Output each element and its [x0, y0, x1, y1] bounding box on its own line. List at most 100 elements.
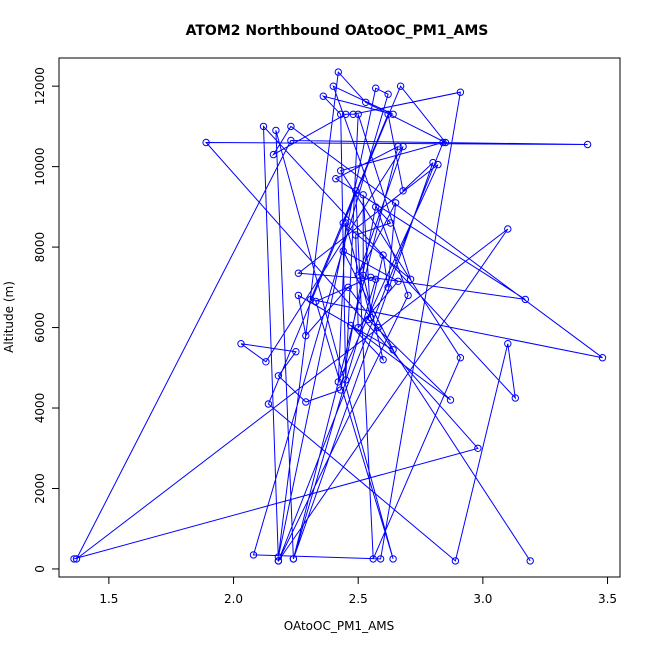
data-point	[274, 553, 283, 561]
y-tick-label: 6000	[33, 312, 47, 343]
data-point	[389, 555, 397, 563]
y-tick-label: 4000	[33, 393, 47, 424]
data-point	[394, 142, 402, 151]
data-point	[332, 175, 340, 183]
data-point	[302, 398, 310, 406]
data-point	[354, 271, 362, 279]
data-point	[337, 386, 345, 394]
data-point	[237, 340, 245, 348]
data-point	[287, 122, 295, 131]
x-axis: 1.5 2.0 2.5 3.0 3.5	[99, 576, 617, 606]
data-point	[262, 358, 270, 366]
data-point	[302, 331, 310, 340]
data-point	[521, 295, 529, 304]
data-point	[372, 84, 380, 92]
data-point	[292, 348, 300, 356]
data-point	[389, 110, 397, 119]
data-point	[359, 271, 367, 279]
chart-title: ATOM2 Northbound OAtoOC_PM1_AMS	[186, 23, 489, 39]
data-point	[349, 110, 357, 119]
y-axis: 0 2000 4000 6000 8000 10000 12000	[33, 67, 60, 573]
data-point	[372, 203, 380, 211]
data-point	[344, 283, 352, 291]
x-tick-label: 2.5	[349, 592, 368, 606]
data-point	[384, 110, 392, 119]
data-point	[274, 372, 283, 380]
data-point	[339, 247, 347, 255]
data-point	[264, 400, 273, 408]
data-point	[312, 297, 320, 306]
data-point	[374, 323, 382, 332]
data-point	[362, 98, 370, 107]
y-axis-label: Altitude (m)	[2, 281, 16, 353]
data-point	[369, 555, 377, 563]
data-point	[399, 142, 407, 151]
data-point	[404, 291, 412, 300]
y-tick-label: 12000	[33, 67, 47, 105]
data-point	[376, 555, 385, 563]
data-point	[386, 219, 395, 227]
data-point	[511, 394, 519, 402]
data-point	[329, 82, 337, 90]
data-point	[456, 354, 465, 362]
data-point	[429, 158, 437, 167]
data-point	[352, 231, 360, 239]
data-point	[396, 82, 405, 90]
data-point	[272, 126, 280, 135]
data-point	[504, 340, 512, 348]
y-tick-label: 8000	[33, 232, 47, 263]
data-point	[72, 555, 81, 563]
data-point	[406, 275, 415, 283]
x-tick-label: 3.0	[473, 592, 492, 606]
data-point	[307, 295, 315, 304]
data-point	[598, 354, 607, 362]
data-point	[354, 323, 362, 332]
data-point	[249, 551, 258, 559]
data-point	[379, 251, 387, 259]
data-point	[399, 187, 407, 195]
data-point	[342, 110, 350, 119]
data-point	[526, 557, 534, 565]
data-point	[269, 150, 278, 159]
data-point	[583, 140, 592, 149]
data-point	[384, 90, 392, 98]
y-tick-label: 10000	[33, 148, 47, 186]
data-point	[391, 199, 400, 207]
data-point	[367, 313, 375, 322]
x-tick-label: 3.5	[598, 592, 617, 606]
data-point	[334, 68, 342, 76]
data-point	[434, 160, 442, 169]
data-point	[384, 283, 392, 291]
data-point	[359, 191, 367, 199]
data-point	[379, 356, 387, 364]
data-point	[287, 136, 295, 145]
data-point	[70, 555, 78, 563]
data-point	[439, 138, 447, 147]
data-point	[364, 315, 372, 324]
x-tick-label: 1.5	[99, 592, 118, 606]
x-axis-label: OAtoOC_PM1_AMS	[284, 619, 395, 633]
data-point	[259, 122, 268, 131]
data-point	[451, 557, 460, 565]
data-point	[337, 167, 345, 175]
data-point	[446, 396, 455, 404]
data-point	[202, 138, 210, 147]
data-layer	[70, 68, 607, 565]
y-tick-label: 0	[33, 565, 47, 573]
data-point	[289, 555, 298, 563]
data-point	[319, 92, 327, 100]
data-point	[352, 187, 360, 195]
data-point	[441, 138, 450, 147]
data-point	[342, 376, 350, 384]
series-line	[73, 70, 603, 563]
data-point	[474, 444, 482, 452]
data-point	[347, 321, 355, 330]
data-point	[456, 88, 465, 96]
x-tick-label: 2.0	[224, 592, 243, 606]
data-point	[342, 219, 350, 227]
data-point	[294, 269, 303, 277]
data-point	[294, 291, 303, 300]
data-point	[354, 110, 362, 119]
